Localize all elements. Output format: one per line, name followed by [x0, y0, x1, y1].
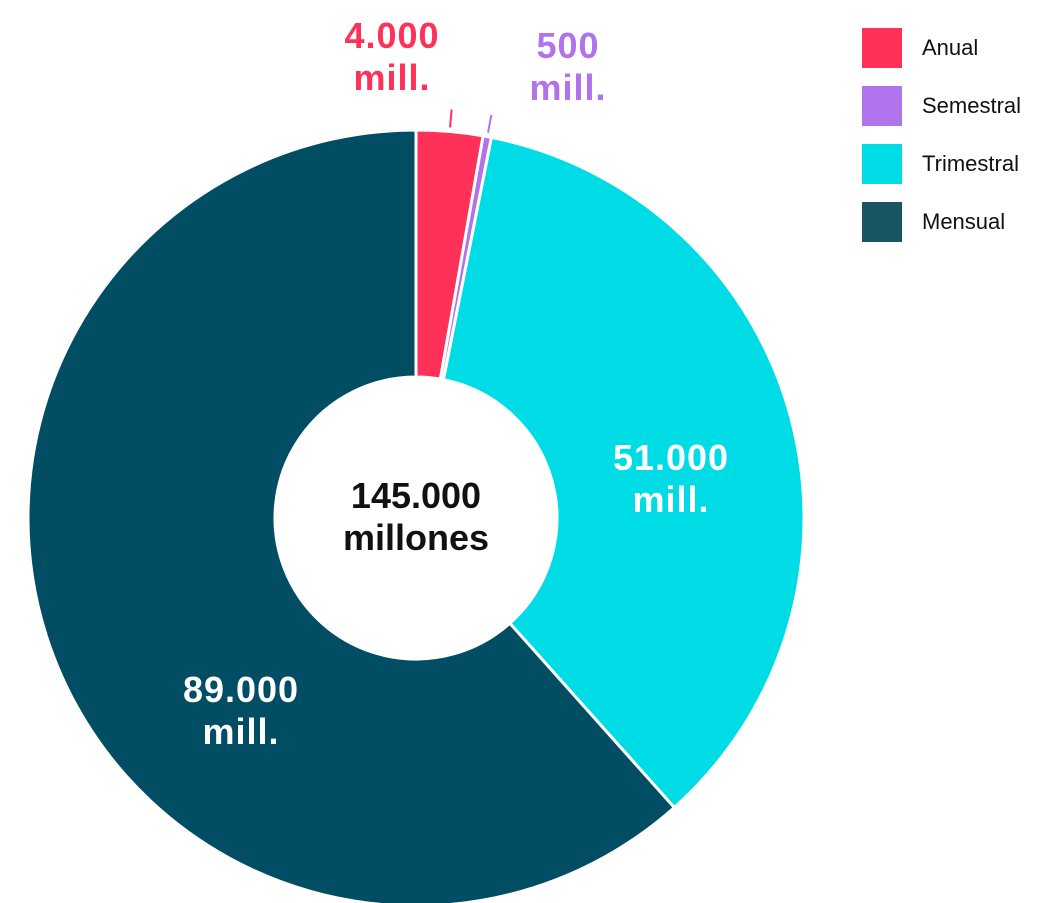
legend-item-semestral: Semestral: [862, 86, 1021, 126]
slice-label-mensual-line: 89.000: [183, 669, 299, 710]
legend-label-mensual: Mensual: [922, 209, 1006, 234]
legend-item-anual: Anual: [862, 28, 1021, 68]
legend-item-trimestral: Trimestral: [862, 144, 1021, 184]
slice-label-anual-line: mill.: [353, 57, 430, 98]
legend-swatch-anual: [862, 28, 902, 68]
legend-label-trimestral: Trimestral: [922, 151, 1019, 176]
slice-mensual: [26, 128, 676, 903]
slice-label-semestral-line: mill.: [529, 67, 606, 108]
slice-label-semestral: 500 mill.: [529, 25, 606, 108]
center-total-label-line: millones: [343, 517, 489, 558]
legend-label-semestral: Semestral: [922, 93, 1022, 118]
slice-label-trimestral-line: 51.000: [613, 437, 729, 478]
slice-label-trimestral: 51.000 mill.: [613, 437, 729, 520]
slice-label-semestral-line: 500: [536, 25, 599, 66]
center-total-label-line: 145.000: [351, 475, 481, 516]
slice-label-trimestral-line: mill.: [632, 479, 709, 520]
legend-item-mensual: Mensual: [862, 202, 1021, 242]
center-total-label: 145.000 millones: [343, 475, 489, 558]
slice-label-anual: 4.000 mill.: [344, 15, 439, 98]
slice-label-mensual: 89.000 mill.: [183, 669, 299, 752]
leader-line-semestral: [487, 114, 493, 133]
slice-label-mensual-line: mill.: [202, 711, 279, 752]
legend-swatch-trimestral: [862, 144, 902, 184]
slice-trimestral: [441, 135, 806, 810]
slice-label-anual-line: 4.000: [344, 15, 439, 56]
legend-swatch-semestral: [862, 86, 902, 126]
legend: Anual Semestral Trimestral Mensual: [862, 28, 1021, 260]
legend-label-anual: Anual: [922, 35, 979, 60]
legend-swatch-mensual: [862, 202, 902, 242]
leader-line-anual: [449, 109, 453, 128]
